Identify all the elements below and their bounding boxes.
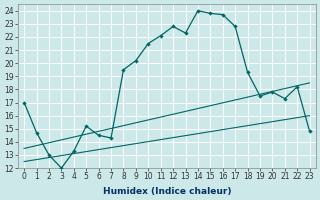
- X-axis label: Humidex (Indice chaleur): Humidex (Indice chaleur): [103, 187, 231, 196]
